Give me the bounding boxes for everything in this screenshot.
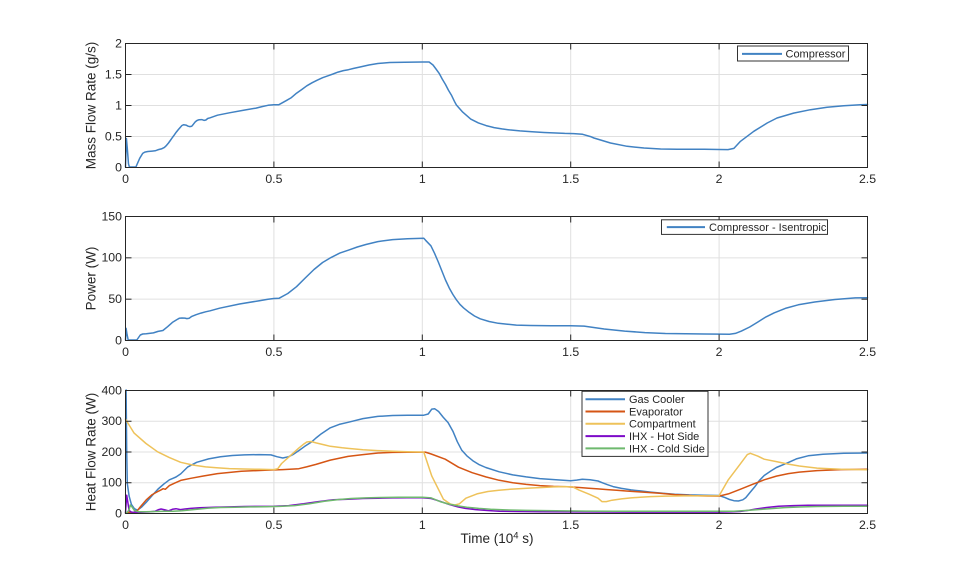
svg-text:0.5: 0.5 xyxy=(265,518,282,532)
svg-text:100: 100 xyxy=(101,251,122,265)
svg-text:2: 2 xyxy=(716,172,723,186)
svg-text:Gas Cooler: Gas Cooler xyxy=(629,394,685,406)
svg-text:1: 1 xyxy=(115,98,122,112)
svg-text:0: 0 xyxy=(115,333,122,347)
svg-text:0: 0 xyxy=(115,506,122,520)
svg-text:300: 300 xyxy=(101,414,122,428)
svg-text:200: 200 xyxy=(101,445,122,459)
svg-text:2.5: 2.5 xyxy=(859,172,876,186)
svg-text:Time (104 s): Time (104 s) xyxy=(460,531,533,547)
svg-text:0: 0 xyxy=(115,160,122,174)
svg-text:400: 400 xyxy=(101,383,122,397)
svg-text:2.5: 2.5 xyxy=(859,345,876,359)
svg-text:Heat Flow Rate (W): Heat Flow Rate (W) xyxy=(84,393,99,512)
svg-text:Compartment: Compartment xyxy=(629,419,696,431)
svg-text:Evaporator: Evaporator xyxy=(629,406,683,418)
svg-text:2: 2 xyxy=(716,345,723,359)
svg-text:0: 0 xyxy=(122,345,129,359)
svg-text:Mass Flow Rate (g/s): Mass Flow Rate (g/s) xyxy=(84,42,99,170)
svg-text:2: 2 xyxy=(716,518,723,532)
svg-text:1.5: 1.5 xyxy=(562,345,579,359)
svg-text:0.5: 0.5 xyxy=(265,172,282,186)
svg-text:Compressor: Compressor xyxy=(786,49,846,61)
svg-text:0.5: 0.5 xyxy=(265,345,282,359)
svg-text:2.5: 2.5 xyxy=(859,518,876,532)
svg-text:IHX - Hot Side: IHX - Hot Side xyxy=(629,431,699,443)
svg-text:0.5: 0.5 xyxy=(105,129,122,143)
svg-text:Power (W): Power (W) xyxy=(84,247,99,311)
svg-text:0: 0 xyxy=(122,172,129,186)
svg-text:1: 1 xyxy=(419,518,426,532)
svg-text:1.5: 1.5 xyxy=(562,518,579,532)
svg-text:100: 100 xyxy=(101,476,122,490)
svg-text:1.5: 1.5 xyxy=(105,67,122,81)
svg-text:2: 2 xyxy=(115,36,122,50)
svg-text:150: 150 xyxy=(101,209,122,223)
svg-text:1: 1 xyxy=(419,172,426,186)
svg-text:0: 0 xyxy=(122,518,129,532)
svg-text:Compressor - Isentropic: Compressor - Isentropic xyxy=(709,222,827,234)
svg-text:IHX - Cold Side: IHX - Cold Side xyxy=(629,443,705,455)
svg-text:50: 50 xyxy=(108,292,122,306)
svg-text:1.5: 1.5 xyxy=(562,172,579,186)
svg-text:1: 1 xyxy=(419,345,426,359)
